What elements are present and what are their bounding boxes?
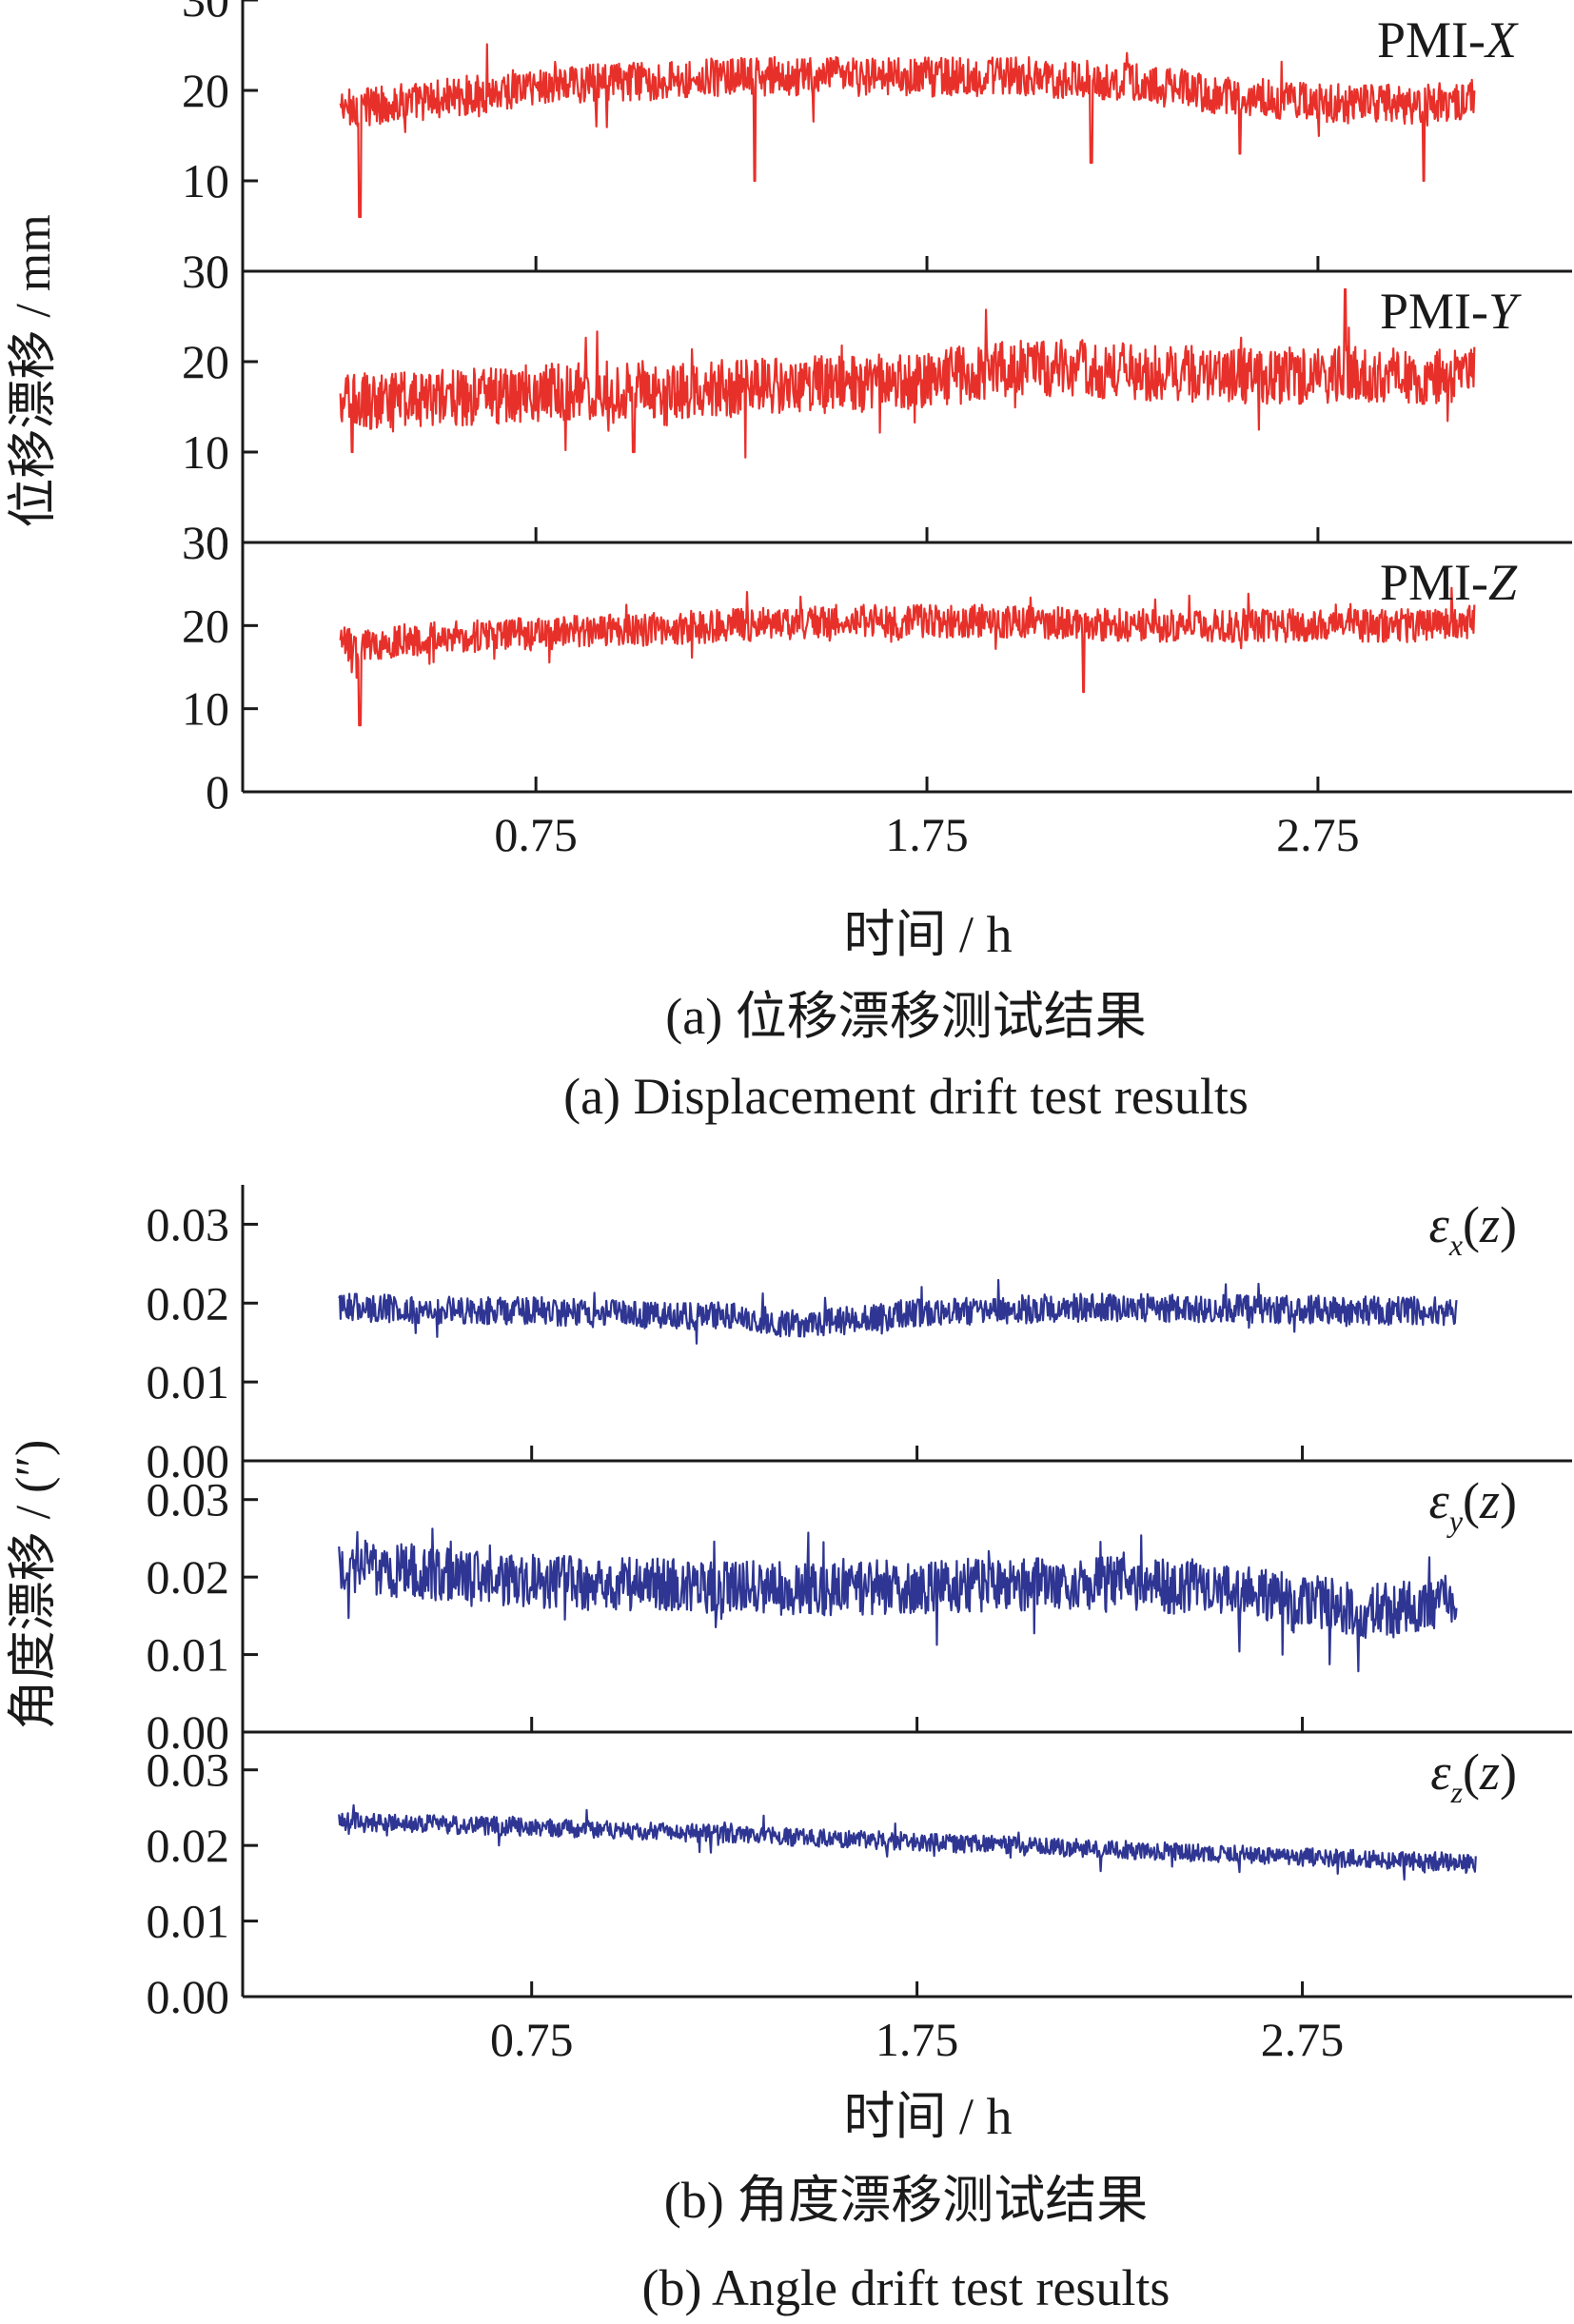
panel-a-y-tick-label: 30 <box>182 516 229 569</box>
panel-a-y-tick-label: 30 <box>182 245 229 298</box>
panel-b-subplot-3: 0.00 0.01 0.02 0.03 εz(z) <box>147 1743 1518 2023</box>
panel-a-y-tick-label: 30 <box>182 0 229 27</box>
panel-a-series-name-2: PMI-Y <box>1380 283 1522 340</box>
panel-b-y-tick-label: 0.03 <box>147 1473 230 1526</box>
panel-b-xlabel: 时间 / h <box>843 2088 1012 2145</box>
panel-b-subplot-2: 0.00 0.01 0.02 0.03 εy(z) <box>147 1472 1572 1759</box>
panel-b-y-tick-label: 0.02 <box>147 1819 230 1872</box>
panel-b-x-tick-label: 2.75 <box>1261 2013 1345 2066</box>
panel-b-x-tick-label: 0.75 <box>490 2013 574 2066</box>
panel-b-series-line-2 <box>338 1527 1458 1673</box>
panel-b-caption-en: (b) Angle drift test results <box>642 2259 1171 2316</box>
panel-a-y-tick-label: 10 <box>182 682 229 736</box>
panel-a-series-line-1 <box>339 43 1476 219</box>
panel-b: 0.75 1.75 2.750.000.010.020.03 εx(z)0.000.0… <box>7 1185 1572 2316</box>
panel-b-y-tick-label: 0.02 <box>147 1550 230 1604</box>
panel-a-x-tick-label: 0.75 <box>494 808 578 861</box>
panel-b-y-tick-label: 0.00 <box>147 1970 230 2023</box>
panel-b-series-name-3: εz(z) <box>1430 1743 1517 1809</box>
panel-a-subplot-2: 0 10 20 30 PMI-Y <box>182 245 1572 569</box>
panel-b-subplot-1: 0.00 0.01 0.02 0.03 εx(z) <box>147 1196 1572 1487</box>
panel-a: 0.75 1.75 2.75 0 10 20 30 PMI-X 0 10 20 30 PMI-Y 0 10 2… <box>7 0 1572 1125</box>
panel-a-subplot-3: 0 10 20 30 PMI-Z <box>182 516 1518 818</box>
panel-b-y-tick-label: 0.01 <box>147 1355 230 1408</box>
panel-a-series-line-3 <box>339 586 1476 727</box>
panel-b-y-tick-label: 0.01 <box>147 1628 230 1682</box>
panel-b-series-line-3 <box>338 1803 1477 1881</box>
panel-a-xlabel: 时间 / h <box>843 906 1012 963</box>
panel-a-series-name-1: PMI-X <box>1377 11 1519 69</box>
panel-a-y-tick-label: 0 <box>206 245 229 298</box>
panel-b-y-tick-label: 0.03 <box>147 1197 230 1251</box>
panel-b-y-tick-label: 0.01 <box>147 1895 230 1948</box>
panel-b-x-tick-label: 1.75 <box>876 2013 959 2066</box>
panel-a-caption-en: (a) Displacement drift test results <box>563 1068 1249 1125</box>
panel-b-y-tick-label: 0.02 <box>147 1276 230 1329</box>
panel-a-series-name-3: PMI-Z <box>1380 554 1518 611</box>
panel-b-caption-cn: (b) 角度漂移测试结果 <box>664 2172 1148 2229</box>
panel-a-ylabel: 位移漂移 / mm <box>7 214 61 527</box>
panel-a-y-tick-label: 0 <box>206 516 229 569</box>
panel-a-y-tick-label: 20 <box>182 599 229 652</box>
panel-a-y-tick-label: 20 <box>182 64 229 117</box>
panel-a-y-tick-label: 10 <box>182 154 229 207</box>
panel-a-plot-area: 0.75 1.75 2.75 0 10 20 30 PMI-X 0 10 20 30 PMI-Y 0 10 2… <box>182 0 1572 861</box>
panel-a-y-tick-label: 0 <box>206 765 229 818</box>
panel-b-y-tick-label: 0.03 <box>147 1743 230 1797</box>
panel-a-x-tick-label: 2.75 <box>1276 808 1360 861</box>
panel-b-y-tick-label: 0.00 <box>147 1705 230 1759</box>
panel-a-y-tick-label: 20 <box>182 335 229 388</box>
panel-a-x-tick-label: 1.75 <box>885 808 969 861</box>
panel-b-y-tick-label: 0.00 <box>147 1434 230 1487</box>
panel-a-series-line-2 <box>339 287 1476 459</box>
panel-a-caption-cn: (a) 位移漂移测试结果 <box>665 988 1146 1045</box>
panel-b-series-name-1: εx(z) <box>1429 1196 1517 1262</box>
panel-a-y-tick-label: 10 <box>182 425 229 479</box>
panel-b-series-line-1 <box>338 1278 1458 1345</box>
panel-a-subplot-1: 0 10 20 30 PMI-X <box>182 0 1572 298</box>
panel-b-plot-area: 0.75 1.75 2.750.000.010.020.03 εx(z)0.000.0… <box>147 1185 1572 2066</box>
panel-b-series-name-2: εy(z) <box>1429 1472 1517 1538</box>
panel-b-ylabel: 角度漂移 / (″) <box>7 1440 61 1730</box>
